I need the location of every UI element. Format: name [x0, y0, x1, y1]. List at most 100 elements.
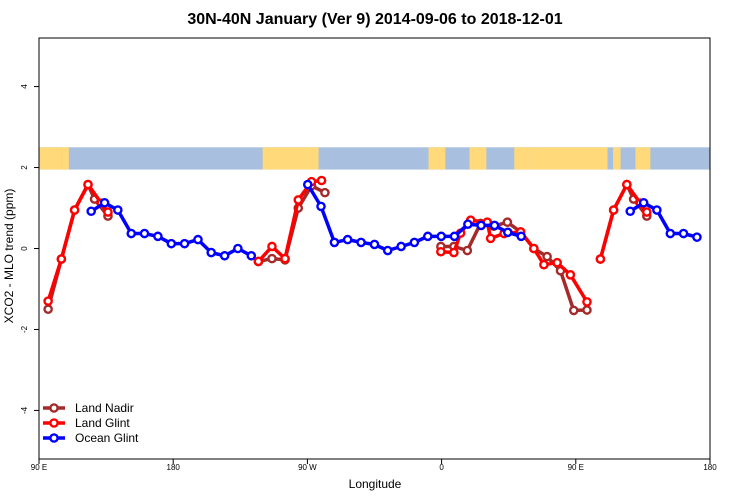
data-point-land-glint	[267, 241, 277, 252]
data-point-ocean-glint	[329, 237, 340, 248]
data-point-land-glint	[539, 259, 549, 270]
land-segment	[469, 147, 487, 170]
data-point-land-nadir	[462, 245, 473, 256]
data-point-ocean-glint	[369, 239, 380, 250]
data-point-ocean-glint	[489, 220, 500, 231]
data-point-land-glint	[529, 243, 539, 254]
land-segment	[39, 147, 62, 170]
y-tick-label: -4	[20, 406, 29, 414]
data-point-ocean-glint	[179, 238, 190, 249]
data-point-land-glint	[436, 246, 446, 257]
series-layer	[43, 175, 702, 316]
data-point-ocean-glint	[382, 245, 393, 256]
x-tick-label: 90 W	[298, 463, 317, 472]
series-land-nadir	[43, 179, 652, 316]
legend-item-land-glint: Land Glint	[43, 416, 130, 430]
data-point-ocean-glint	[219, 250, 230, 261]
legend-label: Ocean Glint	[75, 431, 139, 445]
data-point-ocean-glint	[246, 250, 257, 261]
series-line-land-nadir	[598, 182, 649, 260]
legend-label: Land Nadir	[75, 401, 134, 415]
data-point-land-glint	[449, 247, 459, 258]
data-point-ocean-glint	[396, 241, 406, 252]
data-point-ocean-glint	[409, 237, 420, 248]
data-point-ocean-glint	[463, 219, 473, 230]
data-point-land-glint	[43, 296, 53, 306]
series-line-land-glint	[598, 182, 649, 260]
data-point-ocean-glint	[665, 228, 676, 239]
land-segment	[428, 147, 446, 170]
data-point-land-nadir	[267, 253, 277, 264]
data-point-ocean-glint	[502, 227, 513, 238]
data-point-ocean-glint	[113, 205, 123, 215]
data-point-land-glint	[316, 175, 327, 186]
data-point-land-glint	[642, 207, 652, 217]
data-point-ocean-glint	[678, 228, 689, 239]
land-segment	[262, 147, 319, 170]
data-point-ocean-glint	[126, 228, 137, 239]
land-segment	[613, 147, 621, 170]
data-point-land-glint	[485, 233, 496, 244]
data-point-ocean-glint	[233, 243, 243, 254]
x-axis-label: Longitude	[349, 477, 402, 491]
legend-label: Land Glint	[75, 416, 130, 430]
data-point-land-glint	[253, 256, 264, 267]
data-point-land-glint	[565, 270, 576, 280]
data-point-land-nadir	[502, 217, 513, 227]
legend-marker	[49, 403, 59, 413]
legend-item-ocean-glint: Ocean Glint	[43, 431, 139, 445]
y-tick-label: -2	[20, 325, 29, 333]
land-segment	[61, 147, 69, 170]
data-point-land-glint	[595, 254, 606, 264]
land-segment	[635, 147, 651, 170]
land-segment	[514, 147, 533, 170]
data-point-ocean-glint	[692, 232, 702, 242]
data-point-land-glint	[622, 179, 632, 190]
data-point-ocean-glint	[436, 231, 447, 242]
data-point-ocean-glint	[449, 231, 460, 242]
x-tick-label: 90 E	[31, 463, 47, 472]
y-axis-label: XCO2 - MLO trend (ppm)	[2, 189, 16, 324]
x-tick-label: 180	[167, 463, 181, 472]
data-point-land-nadir	[43, 304, 53, 315]
data-point-ocean-glint	[153, 231, 163, 242]
y-tick-label: 2	[20, 165, 29, 170]
data-point-ocean-glint	[139, 228, 150, 239]
y-tick-label: 4	[20, 84, 29, 89]
data-point-land-glint	[608, 205, 619, 215]
data-point-land-glint	[293, 195, 304, 205]
data-point-ocean-glint	[652, 205, 662, 215]
land-segment	[532, 147, 608, 170]
chart-title: 30N-40N January (Ver 9) 2014-09-06 to 20…	[187, 11, 562, 28]
data-point-ocean-glint	[316, 201, 326, 212]
data-point-land-glint	[552, 257, 562, 268]
series-ocean-glint	[86, 179, 702, 261]
plot-axes: 90 E 180 90 W 0 90 E 180 -4 -2 0 2 4	[20, 37, 717, 472]
y-tick-label: 0	[20, 246, 29, 251]
data-point-ocean-glint	[342, 234, 353, 245]
data-point-land-nadir	[320, 187, 330, 198]
data-point-land-glint	[280, 253, 290, 264]
data-point-land-nadir	[582, 305, 592, 315]
data-point-land-glint	[582, 297, 592, 307]
data-point-land-nadir	[542, 251, 552, 262]
data-point-ocean-glint	[423, 231, 433, 242]
x-tick-label: 0	[439, 463, 444, 472]
data-point-ocean-glint	[476, 220, 486, 231]
x-tick-label: 90 E	[568, 463, 584, 472]
legend-item-land-nadir: Land Nadir	[43, 401, 134, 415]
legend-marker	[49, 418, 59, 428]
data-point-ocean-glint	[206, 247, 217, 258]
data-point-ocean-glint	[638, 197, 649, 208]
x-tick-label: 180	[703, 463, 717, 472]
data-point-land-glint	[103, 207, 113, 217]
data-point-ocean-glint	[166, 238, 177, 249]
data-point-ocean-glint	[302, 179, 313, 190]
land-ocean-strip	[39, 147, 710, 170]
data-point-ocean-glint	[356, 237, 366, 248]
data-point-ocean-glint	[99, 197, 110, 208]
ocean-band	[39, 147, 710, 170]
data-point-ocean-glint	[516, 231, 526, 242]
